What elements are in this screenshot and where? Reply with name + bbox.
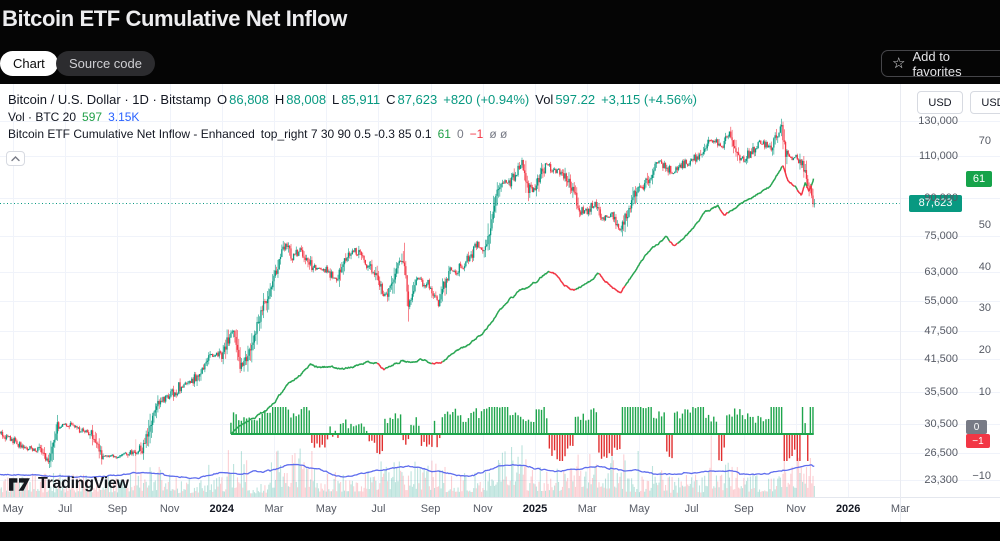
indicator-tick-label: 50 [978,218,991,231]
indicator-tick-label: −10 [972,469,991,482]
indicator-value-2: 0 [456,127,464,141]
chevron-up-icon [11,155,20,161]
indicator-title[interactable]: Bitcoin ETF Cumulative Net Inflow - Enha… [8,127,255,141]
price-tick-label: 23,300 [924,474,958,486]
tradingview-logo-icon [9,478,30,491]
indicator-tick-label: 10 [978,386,991,399]
time-tick-label: Jul [371,503,386,515]
time-tick-label: Jul [58,503,73,515]
star-icon: ☆ [892,55,906,72]
price-tick-label: 26,500 [924,447,958,460]
price-axis[interactable]: USD USD 87,623 61 0 −1 130,000 110,000 90,… [900,84,1000,522]
time-axis[interactable]: May Jul Sep Nov 2024 Mar May Jul Sep Nov 2025 Mar Ma… [0,497,1000,522]
price-tick-label: 110,000 [919,149,958,162]
price-tick-label: 55,000 [924,294,958,307]
time-tick-label: Nov [786,503,806,515]
time-tick-label: 2025 [522,503,548,515]
symbol-title[interactable]: Bitcoin / U.S. Dollar · 1D · Bitstamp [8,92,211,107]
time-tick-label: May [2,503,24,515]
indicator-value-3: −1 [469,127,484,141]
volume-ma-value: 3.15K [108,110,140,124]
tradingview-logo-text: TradingView [38,474,129,492]
price-tick-label: 30,500 [924,417,958,430]
chart-canvas[interactable] [0,84,1000,497]
add-to-favorites-label: Add to favorites [912,48,962,79]
price-tick-label: 75,000 [924,229,958,242]
negative-value-badge: −1 [966,434,990,448]
time-tick-label: May [629,503,650,515]
tab-source-code[interactable]: Source code [56,51,155,76]
volume-study-title[interactable]: Vol · BTC 20 [8,110,77,124]
page-header: Bitcoin ETF Cumulative Net Inflow Chart … [0,0,1000,84]
pane-axis-separator [0,497,1000,498]
bottom-black-bar [0,522,1000,541]
indicator-tick-label: 20 [978,344,991,357]
vol-change: +3,115 (+4.56%) [601,92,697,107]
vol-key: Vol [535,92,554,107]
close-key: C [386,92,396,107]
vol-value: 597.22 [555,92,596,107]
indicator-legend-row: Bitcoin ETF Cumulative Net Inflow - Enha… [8,126,697,142]
price-tick-label: 90,000 [924,191,958,204]
indicator-tick-label: 40 [978,260,991,273]
last-price-badge: 87,623 [909,194,962,212]
close-value: 87,623 [397,92,438,107]
time-tick-label: Nov [473,503,493,515]
change-value: +820 (+0.94%) [443,92,530,107]
price-tick-label: 35,500 [924,386,958,399]
time-tick-label: Nov [159,503,180,515]
price-tick-label: 63,000 [924,266,958,279]
volume-legend-row: Vol · BTC 20 597 3.15K [8,109,697,125]
legend-collapse-button[interactable] [6,151,25,166]
tab-chart[interactable]: Chart [0,51,58,76]
time-tick-label: May [315,503,337,515]
time-tick-label: Sep [420,503,441,515]
open-key: O [217,92,228,107]
open-value: 86,808 [229,92,269,107]
tradingview-watermark[interactable]: TradingView [8,474,129,493]
price-tick-label: 41,500 [924,353,958,366]
time-tick-label: 2024 [209,503,235,515]
time-tick-label: 2026 [835,503,861,515]
time-tick-label: Mar [264,503,284,515]
currency-button-indicator[interactable]: USD [970,91,1000,114]
indicator-value-4: ø ø [489,127,508,141]
price-tick-label: 130,000 [918,115,958,127]
volume-study-value: 597 [82,110,103,124]
price-axis-separator [900,84,901,522]
indicator-params: top_right 7 30 90 0.5 -0.3 85 0.1 [260,127,432,141]
indicator-tick-label: 70 [978,135,991,147]
add-to-favorites-button[interactable]: ☆ Add to favorites [881,48,1000,79]
low-key: L [332,92,340,107]
high-value: 88,008 [286,92,327,107]
time-tick-label: Jul [684,503,699,515]
page-title: Bitcoin ETF Cumulative Net Inflow [2,6,347,31]
low-value: 85,911 [341,92,381,107]
price-tick-label: 47,500 [924,325,958,338]
time-tick-label: Sep [734,503,754,515]
time-tick-label: Sep [107,503,128,515]
indicator-value-badge: 61 [966,170,992,187]
indicator-tick-label: 30 [978,302,991,315]
zero-level-badge: 0 [966,420,987,434]
high-key: H [274,92,285,107]
time-tick-label: Mar [577,503,597,515]
currency-button-price[interactable]: USD [917,91,963,114]
indicator-value-1: 61 [437,127,451,141]
